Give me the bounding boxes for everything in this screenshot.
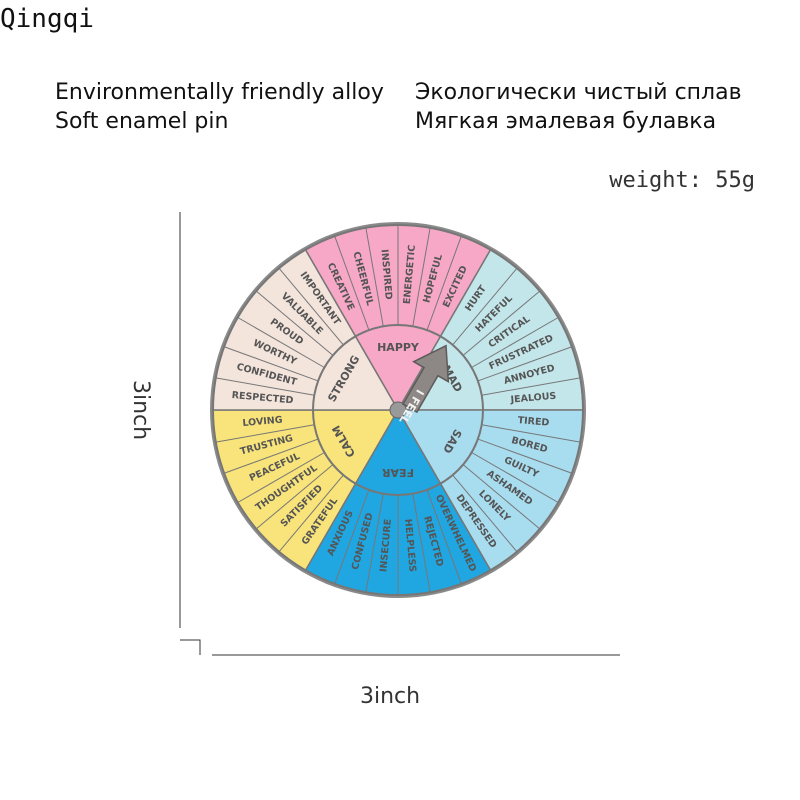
feature-ru: Экологически чистый сплав [415,80,742,105]
word-divider [223,438,319,474]
word-divider [334,235,370,331]
word-divider [237,317,325,368]
emotion-word: JEALOUS [509,391,557,406]
word-divider [278,474,344,553]
word-divider [477,438,573,474]
feature-ru: Мягкая эмалевая булавка [415,109,717,134]
feature-en: Soft enamel pin [55,109,229,134]
word-divider [412,227,431,327]
word-divider [452,267,518,346]
word-divider [365,227,384,327]
word-divider [237,452,325,503]
word-divider [412,493,431,593]
word-divider [223,346,319,382]
word-divider [365,493,384,593]
outer-ring [212,224,584,596]
emotion-word: TIRED [517,415,550,429]
emotion-word: INSPIRED [378,249,393,300]
sector-label: HAPPY [377,341,420,354]
word-divider [481,424,581,443]
emotion-word: INSECURE [378,518,394,572]
word-divider [481,377,581,396]
sector-label: FEAR [381,466,414,479]
emotion-word: ENERGETIC [402,244,418,304]
word-divider [215,424,315,443]
word-divider [255,464,334,530]
inner-ring [312,324,484,496]
width-label: 3inch [360,684,420,709]
word-divider [334,489,370,585]
emotion-word: HELPLESS [402,518,418,572]
word-divider [426,235,462,331]
word-divider [462,464,541,530]
word-divider [471,317,559,368]
arrow-shape [402,344,450,414]
feature-en: Environmentally friendly alloy [55,80,384,105]
emotion-word: RESPECTED [231,390,294,406]
word-divider [471,452,559,503]
word-divider [452,474,518,553]
word-divider [462,290,541,356]
word-divider [477,346,573,382]
center-pin [389,401,407,419]
word-divider [255,290,334,356]
brand: Qingqi [0,4,94,34]
word-divider [426,489,462,585]
weight: weight: 55g [609,168,755,193]
word-divider [215,377,315,396]
height-label: 3inch [128,380,153,440]
emotion-word: LOVING [242,415,283,429]
dimension-lines [179,212,620,656]
word-divider [278,267,344,346]
